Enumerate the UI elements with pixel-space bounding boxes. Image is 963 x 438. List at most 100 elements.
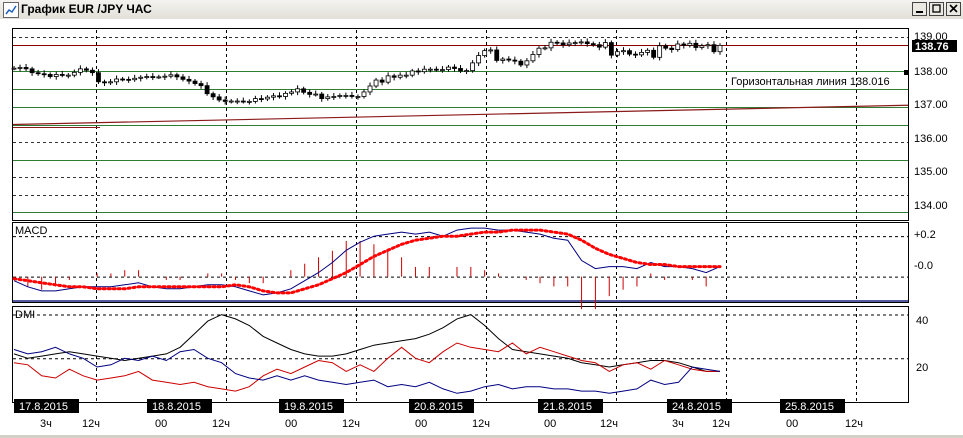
hour-label: 00 (544, 418, 556, 430)
candle-body (584, 41, 590, 45)
maximize-button[interactable] (929, 2, 944, 16)
candle-body (446, 66, 451, 70)
candle-body (150, 76, 156, 78)
hour-label: 12ч (82, 418, 100, 430)
chart-app-icon (3, 2, 19, 18)
candle-body (590, 43, 596, 46)
close-icon (949, 4, 958, 13)
macd-signal-line (12, 228, 722, 295)
candle-body (433, 68, 439, 71)
candle-body (500, 58, 506, 61)
candle-body (59, 74, 65, 76)
hline-annotation: Горизонтальная линия 138.016 (731, 76, 890, 88)
date-label-box (147, 399, 212, 413)
price-axis-label: 137.00 (914, 99, 948, 111)
hour-label: 12ч (212, 418, 230, 430)
candle-body (470, 62, 475, 72)
date-label-box (667, 399, 732, 413)
candle-body (156, 76, 162, 79)
candle-body (663, 45, 669, 49)
candle-body (192, 80, 198, 84)
candle-body (47, 74, 53, 77)
candle-body (295, 88, 301, 93)
candle-body (608, 42, 614, 56)
candle-body (458, 68, 463, 72)
dmi-line (13, 346, 721, 394)
candle-body (210, 93, 216, 98)
candle-body (240, 100, 246, 103)
candle-body (168, 74, 174, 77)
candle-body (259, 98, 264, 100)
candle-body (615, 51, 620, 56)
candle-body (645, 49, 650, 53)
date-label-row: 17.8.2015 18.8.2015 19.8.2015 20.8.2015 … (14, 399, 845, 413)
date-label: 20.8.2015 (414, 401, 463, 413)
candle-body (84, 68, 89, 71)
chart-canvas[interactable]: 139.00 138.00 137.00 136.00 135.00 134.0… (0, 19, 963, 435)
dmi-title: DMI (15, 309, 35, 321)
candle-body (114, 78, 119, 83)
macd-title: MACD (15, 225, 47, 237)
maximize-icon (932, 4, 941, 13)
candle-body (621, 50, 626, 53)
candle-body (373, 79, 379, 87)
candle-body (234, 100, 240, 103)
candle-body (35, 72, 41, 75)
price-panel[interactable] (12, 28, 909, 221)
candle-body (252, 98, 258, 102)
candle-body (639, 52, 644, 56)
price-axis-label: 138.00 (914, 66, 948, 78)
candle-body (325, 96, 331, 99)
candle-body (349, 95, 355, 97)
date-label: 18.8.2015 (152, 401, 201, 413)
dmi-panel[interactable] (12, 306, 909, 403)
candle-body (464, 70, 469, 72)
date-label-box (780, 399, 845, 413)
candle-body (204, 85, 210, 95)
candle-body (681, 43, 687, 46)
candle-body (572, 42, 578, 45)
dmi-axis-label: 40 (916, 315, 928, 327)
minimize-button[interactable] (912, 2, 927, 16)
candle-body (379, 79, 385, 83)
candle-body (41, 73, 47, 76)
candle-body (319, 93, 325, 100)
close-button[interactable] (946, 2, 961, 16)
candle-body (578, 41, 584, 44)
candle-body (421, 68, 427, 73)
candle-body (11, 67, 17, 70)
macd-line (13, 227, 721, 296)
candle-body (162, 75, 168, 78)
candle-body (29, 68, 35, 74)
candle-body (403, 74, 409, 77)
candle-body (717, 44, 723, 53)
hour-label: 12ч (845, 418, 863, 430)
candle-body (277, 95, 282, 98)
candle-body (23, 67, 29, 70)
date-label-box (14, 399, 79, 413)
candle-body (693, 42, 699, 48)
candle-body (675, 43, 681, 50)
date-label-box (279, 399, 344, 413)
candle-body (126, 78, 132, 81)
candle-body (524, 60, 530, 66)
candle-body (488, 49, 494, 52)
price-axis-label: 135.00 (914, 166, 948, 178)
window-titlebar: График EUR /JPY ЧАС (0, 0, 963, 20)
candle-body (633, 53, 638, 56)
candle-body (627, 50, 632, 55)
candle-body (289, 91, 294, 94)
candle-body (512, 59, 518, 62)
candle-body (108, 81, 113, 84)
hline-handle[interactable] (904, 70, 909, 75)
candle-body (367, 85, 373, 93)
candle-body (271, 95, 276, 98)
dmi-axis-label: 20 (916, 362, 928, 374)
price-axis-label: 136.00 (914, 133, 948, 145)
date-label: 19.8.2015 (284, 401, 333, 413)
candle-body (71, 71, 77, 76)
macd-axis-label: -0.0 (914, 260, 933, 272)
candle-body (337, 95, 343, 97)
candle-body (307, 91, 313, 95)
candle-body (711, 44, 717, 53)
